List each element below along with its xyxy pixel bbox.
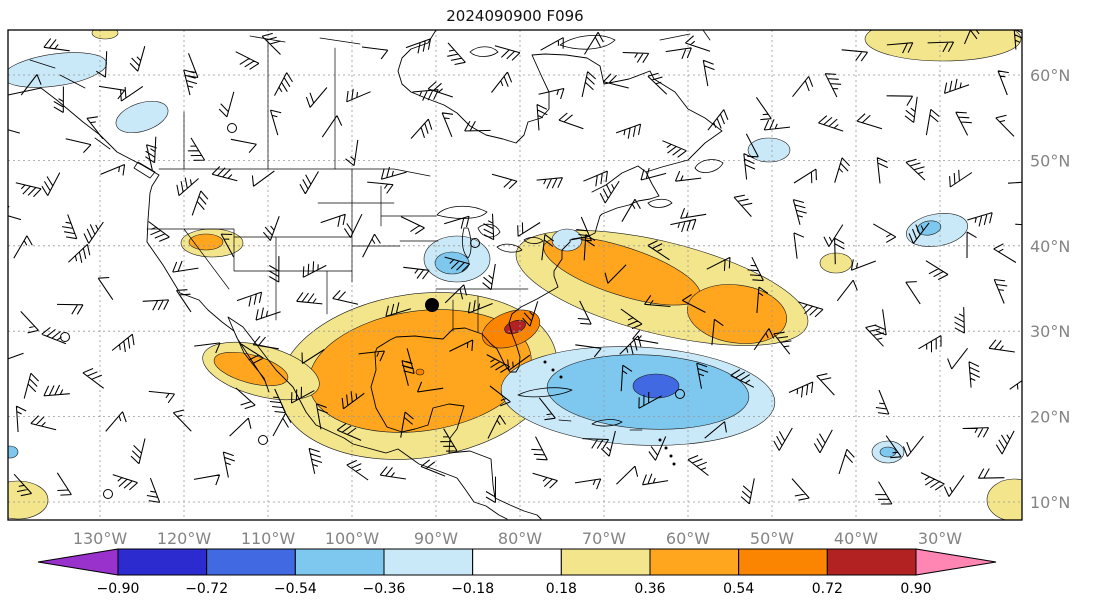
island-dot bbox=[658, 438, 662, 442]
anomaly-region-pacific-nw-negative-1 bbox=[8, 52, 107, 88]
colorbar-segment bbox=[560, 548, 651, 576]
wind-barb-layer bbox=[8, 30, 1022, 505]
lon-tick-label: 120°W bbox=[157, 529, 212, 548]
figure-title: 2024090900 F096 bbox=[446, 7, 583, 25]
anomaly-region-gulf-max-dot bbox=[415, 368, 425, 376]
lon-tick-label: 80°W bbox=[498, 529, 542, 548]
coastline-gulf-atlantic bbox=[370, 195, 660, 520]
colorbar-tick-label: −0.72 bbox=[185, 581, 228, 597]
anomaly-region-pacific-nw-negative-2 bbox=[115, 100, 169, 134]
anomaly-region-great-lakes-inner bbox=[434, 251, 470, 275]
lat-tick-label: 50°N bbox=[1030, 151, 1070, 170]
marker-layer bbox=[60, 123, 685, 499]
calm-wind-circle bbox=[227, 123, 237, 133]
wind-barb-field bbox=[8, 30, 1022, 505]
colorbar-segment bbox=[472, 548, 562, 576]
coastline-labrador-hudson bbox=[397, 30, 723, 173]
anomaly-region-tropical-atlantic-small-core bbox=[879, 446, 897, 458]
lon-tick-label: 60°W bbox=[666, 529, 710, 548]
colorbar-segment bbox=[117, 548, 208, 576]
island-dot bbox=[551, 368, 555, 372]
anomaly-region-mid-atlantic-coast bbox=[551, 228, 583, 252]
lon-tick-label: 110°W bbox=[241, 529, 296, 548]
coastline-st-lawrence bbox=[591, 165, 660, 197]
colorbar-tick-label: −0.36 bbox=[363, 581, 406, 597]
lat-tick-label: 20°N bbox=[1030, 408, 1070, 427]
island-dot bbox=[672, 462, 676, 466]
calm-wind-circle bbox=[60, 332, 70, 342]
anomaly-region-central-atlantic-small bbox=[819, 252, 853, 274]
lon-tick-label: 40°W bbox=[834, 529, 878, 548]
calm-wind-circle bbox=[258, 435, 268, 445]
anomaly-region-top-right-positive bbox=[864, 30, 1022, 62]
lon-tick-label: 30°W bbox=[918, 529, 962, 548]
anomaly-region-nw-mexico-inner bbox=[213, 351, 289, 387]
colorbar-tick-label: 0.54 bbox=[723, 581, 754, 597]
coastline-pacific bbox=[8, 87, 508, 520]
colorbar-under-arrow bbox=[37, 548, 119, 576]
axis-tick-labels: 60°N 50°N 40°N 30°N 20°N 10°N 130°W 120°W 110°W 1… bbox=[73, 66, 1071, 548]
island-dot bbox=[664, 446, 668, 450]
lon-tick-label: 100°W bbox=[325, 529, 380, 548]
island-dot bbox=[669, 454, 673, 458]
anomaly-region-newfoundland-negative bbox=[747, 137, 791, 163]
lat-tick-label: 40°N bbox=[1030, 237, 1070, 256]
lat-tick-label: 60°N bbox=[1030, 66, 1070, 85]
anomaly-region-bottom-left-positive bbox=[8, 480, 49, 520]
lon-tick-label: 50°W bbox=[750, 529, 794, 548]
lat-tick-label: 30°N bbox=[1030, 322, 1070, 341]
lat-tick-label: 10°N bbox=[1030, 493, 1070, 512]
calm-wind-circle bbox=[103, 489, 113, 499]
border-us-canada bbox=[158, 168, 431, 177]
analysis-point-marker bbox=[425, 298, 439, 312]
island-dot bbox=[559, 375, 563, 379]
map-frame bbox=[7, 29, 1023, 521]
colorbar-tick-label: 0.36 bbox=[634, 581, 665, 597]
colorbar-over-arrow bbox=[915, 548, 997, 576]
calm-wind-circle bbox=[470, 238, 480, 248]
islands bbox=[29, 59, 724, 431]
colorbar-segment bbox=[383, 548, 474, 576]
anomaly-region-caribbean-core bbox=[632, 373, 680, 399]
island-dot bbox=[543, 360, 547, 364]
anomaly-region-top-edge-small bbox=[91, 30, 119, 40]
anomaly-region-right-edge-positive bbox=[986, 478, 1022, 520]
colorbar-tick-label: −0.90 bbox=[97, 581, 140, 597]
anomaly-region-left-edge-negative bbox=[8, 445, 19, 459]
lon-tick-label: 70°W bbox=[582, 529, 626, 548]
calm-wind-circle bbox=[675, 389, 685, 399]
colorbar: −0.90 −0.72 −0.54 −0.36 −0.18 0.18 0.36 0.54 0.7… bbox=[37, 548, 997, 597]
lon-tick-label: 90°W bbox=[414, 529, 458, 548]
colorbar-segment bbox=[826, 548, 917, 576]
anomaly-shading-layer bbox=[8, 30, 1022, 520]
anomaly-region-west-atlantic-band-inner-2 bbox=[687, 284, 787, 344]
colorbar-segment bbox=[649, 548, 740, 576]
state-borders bbox=[146, 41, 529, 333]
colorbar-tick-label: 0.72 bbox=[812, 581, 843, 597]
colorbar-tick-label: −0.54 bbox=[274, 581, 317, 597]
arctic-coastlines bbox=[249, 30, 711, 57]
graticule-layer bbox=[8, 30, 1022, 520]
colorbar-segment bbox=[738, 548, 828, 576]
colorbar-segment bbox=[294, 548, 385, 576]
colorbar-tick-label: 0.90 bbox=[900, 581, 931, 597]
lon-tick-label: 130°W bbox=[73, 529, 128, 548]
colorbar-segment bbox=[206, 548, 296, 576]
colorbar-tick-label: 0.18 bbox=[546, 581, 577, 597]
great-lakes bbox=[436, 205, 544, 259]
small-island-dots bbox=[543, 360, 676, 466]
colorbar-tick-label: −0.18 bbox=[451, 581, 494, 597]
